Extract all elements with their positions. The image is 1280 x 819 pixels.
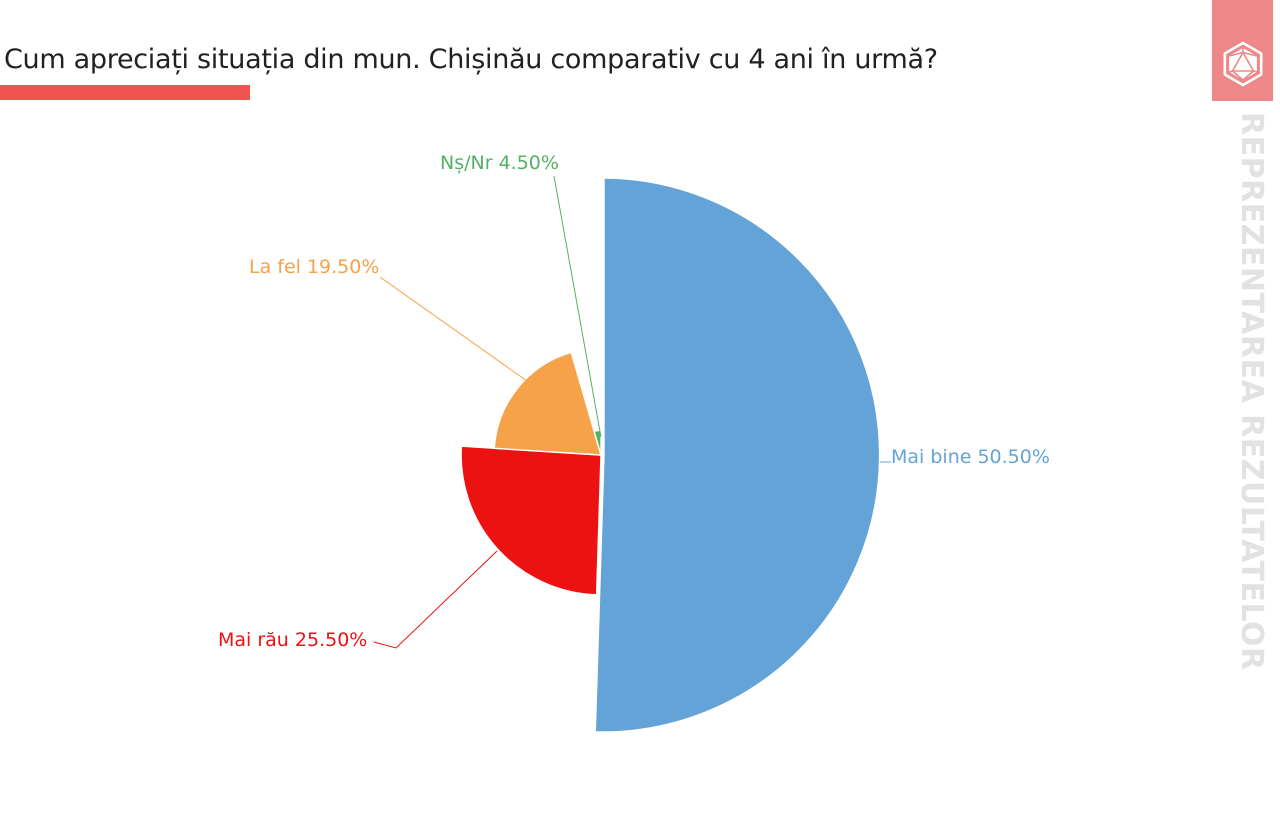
leader-line-la-fel: [379, 276, 528, 382]
logo-badge: [1212, 0, 1273, 101]
leader-line-mai-r-u: [373, 550, 498, 649]
slice-label-ns-nr: Nș/Nr 4.50%: [440, 152, 559, 174]
page-title: Cum apreciați situația din mun. Chișinău…: [4, 44, 938, 75]
slice-label-mai-bine: Mai bine 50.50%: [891, 446, 1050, 468]
title-accent-bar: [0, 85, 250, 100]
pie-slice-mai-r-u: [460, 445, 602, 596]
slice-label-mai-rau: Mai rău 25.50%: [218, 629, 368, 651]
slice-label-la-fel: La fel 19.50%: [249, 256, 380, 278]
watermark-text: REPREZENTAREA REZULTATELOR: [1234, 112, 1269, 671]
pie-slice-la-fel: [493, 351, 602, 456]
pie-slice-mai-bine: [594, 177, 881, 733]
pie-slice-n-nr: [593, 429, 602, 456]
d20-dice-icon: [1223, 41, 1263, 86]
leader-line-n-nr: [553, 175, 602, 438]
